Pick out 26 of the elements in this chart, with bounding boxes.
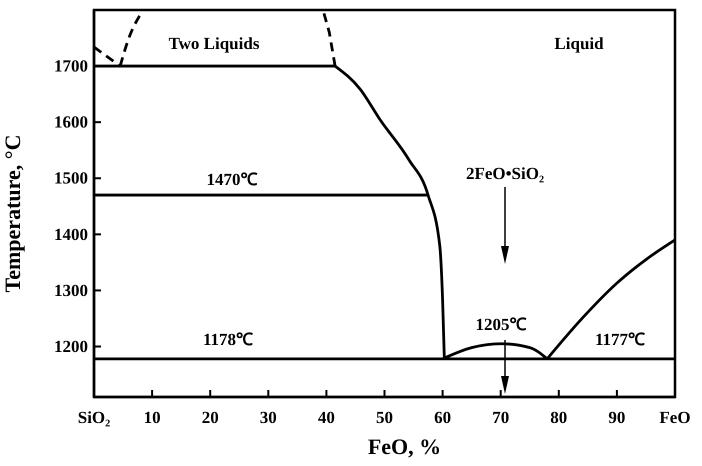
x-tick-label: 90	[608, 408, 626, 428]
annotation: 1470℃	[206, 170, 258, 189]
annotation: 1178℃	[202, 330, 254, 349]
annotation: 1177℃	[594, 330, 646, 349]
x-tick-label: SiO₂	[78, 408, 110, 428]
annotation: Liquid	[554, 34, 604, 53]
x-tick-label: 10	[144, 408, 161, 428]
x-tick-label: 40	[318, 408, 335, 428]
y-tick-label: 1500	[54, 168, 88, 188]
y-tick-label: 1400	[54, 224, 88, 244]
y-tick-label: 1200	[54, 336, 88, 356]
x-tick-label: 30	[260, 408, 277, 428]
annotation: Two Liquids	[168, 34, 260, 53]
x-axis-title: FeO, %	[368, 434, 442, 459]
annotation: 1205℃	[476, 315, 526, 334]
x-tick-label: 20	[202, 408, 219, 428]
y-tick-label: 1600	[54, 112, 88, 132]
x-tick-label: 60	[434, 408, 452, 428]
annotation: 2FeO•SiO₂	[466, 164, 544, 183]
x-tick-label: 70	[492, 408, 510, 428]
x-tick-label: 50	[376, 408, 393, 428]
y-tick-label: 1300	[54, 280, 88, 300]
y-tick-label: 1700	[54, 56, 88, 76]
x-tick-label: FeO	[659, 408, 691, 428]
x-tick-label: 80	[550, 408, 568, 428]
y-axis-title: Temperature, °C	[0, 134, 25, 292]
